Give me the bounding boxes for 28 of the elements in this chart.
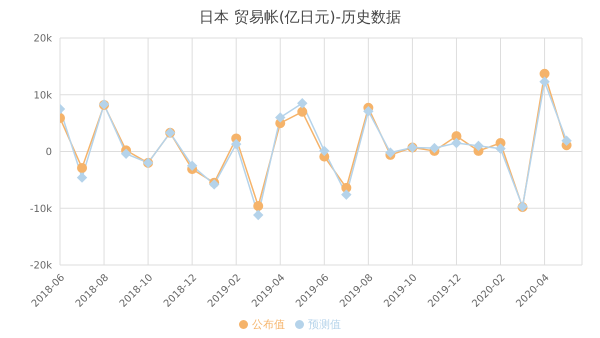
point xyxy=(341,190,352,200)
legend-label: 公布值 xyxy=(252,318,285,331)
point xyxy=(275,112,286,122)
point xyxy=(429,143,440,154)
y-tick-label: 10k xyxy=(33,90,52,102)
chart-title: 日本 贸易帐(亿日元)-历史数据 xyxy=(198,8,402,28)
legend-label: 预测值 xyxy=(308,318,341,331)
point xyxy=(253,200,264,211)
point xyxy=(540,76,550,87)
point xyxy=(319,146,330,156)
point xyxy=(297,98,308,108)
y-tick-label: -10k xyxy=(30,204,52,215)
point xyxy=(231,139,242,150)
point xyxy=(253,210,264,220)
point xyxy=(297,106,308,117)
y-tick-label: 0 xyxy=(46,147,52,158)
point xyxy=(77,162,88,173)
point xyxy=(451,138,462,148)
point xyxy=(473,140,484,151)
y-tick-label: 20k xyxy=(33,34,52,45)
point xyxy=(540,68,550,79)
point xyxy=(562,136,572,146)
y-tick-label: -20k xyxy=(30,260,52,272)
point xyxy=(187,160,198,171)
point xyxy=(121,148,132,159)
point xyxy=(77,172,88,183)
point xyxy=(496,144,506,154)
point xyxy=(363,106,374,116)
